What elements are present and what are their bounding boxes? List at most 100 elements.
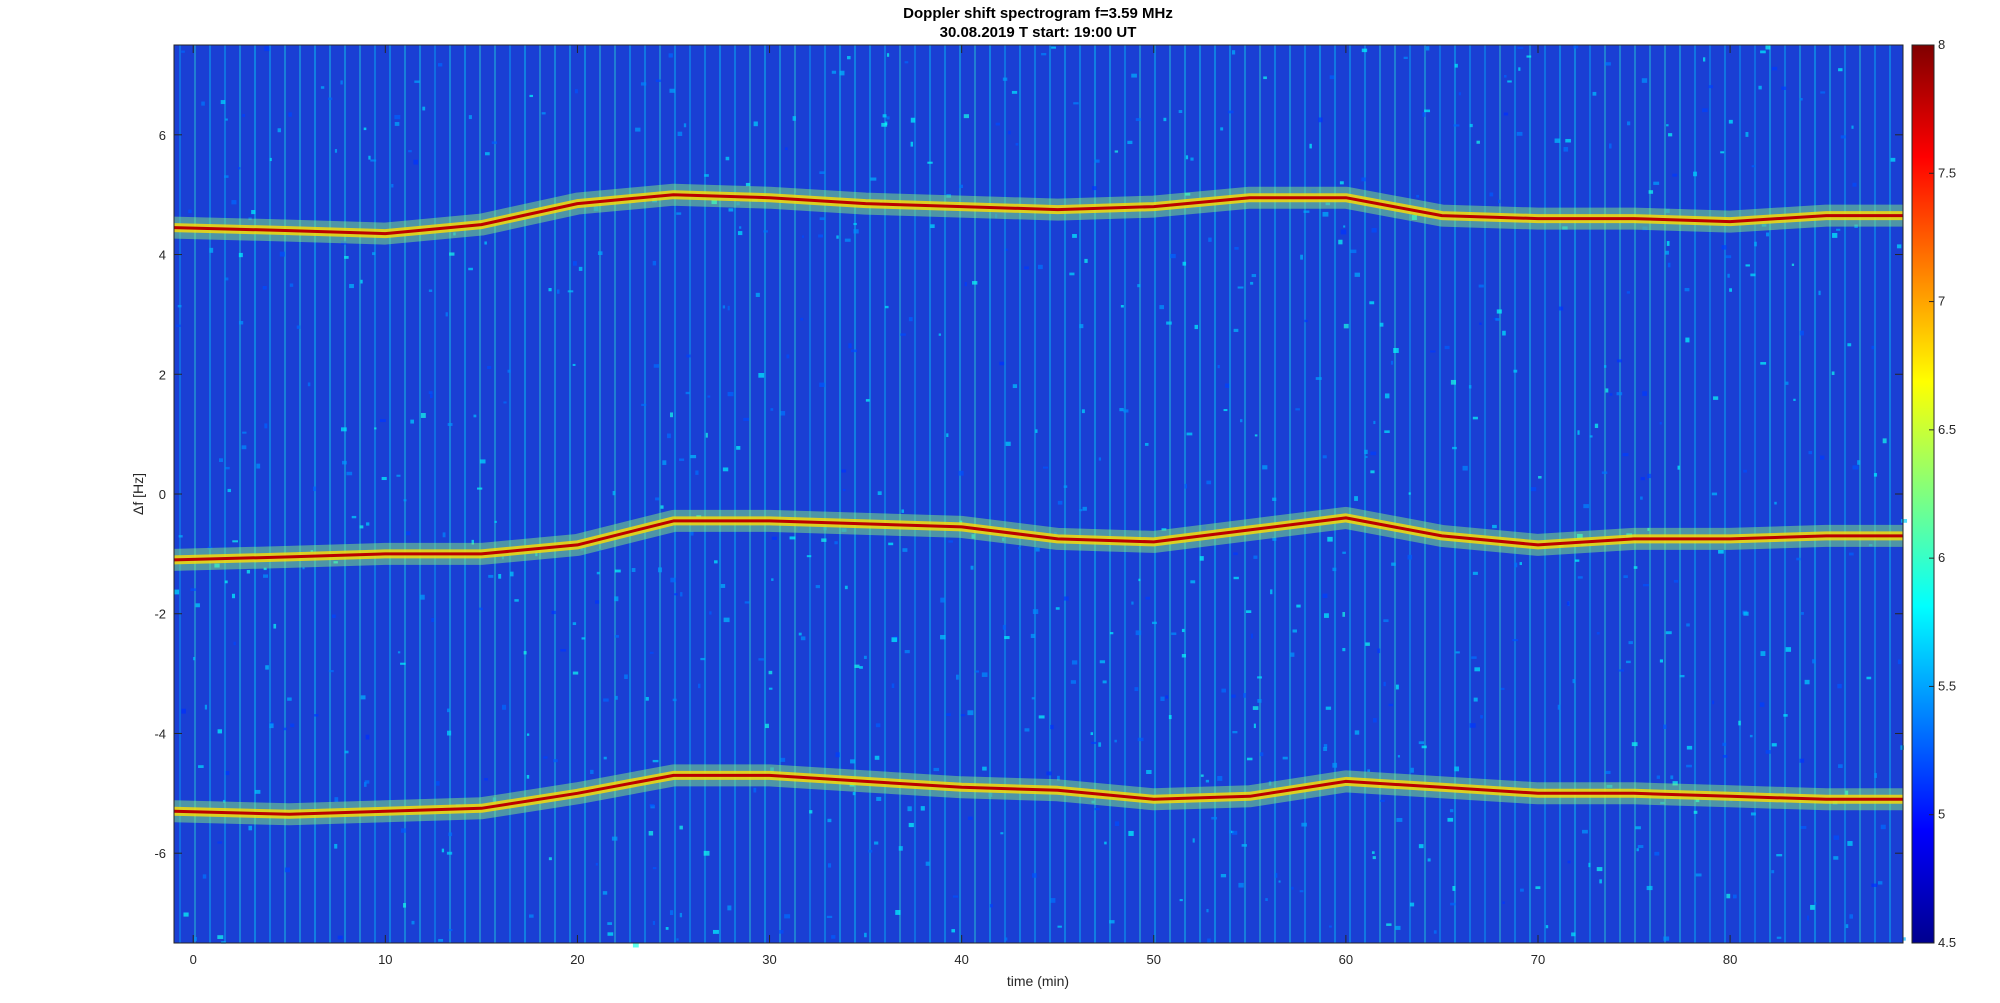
noise-speckle	[1179, 899, 1183, 902]
noise-speckle	[765, 723, 769, 729]
noise-speckle	[712, 929, 719, 934]
noise-speckle	[1109, 920, 1115, 924]
noise-speckle	[310, 550, 314, 553]
noise-speckle	[1896, 244, 1902, 249]
noise-speckle	[727, 391, 734, 397]
noise-speckle	[1818, 290, 1821, 296]
noise-speckle	[1502, 901, 1505, 904]
noise-speckle	[1114, 150, 1119, 153]
noise-speckle	[1206, 908, 1209, 913]
noise-speckle	[1447, 817, 1454, 822]
noise-speckle	[1603, 365, 1607, 368]
noise-speckle	[436, 781, 440, 786]
colorbar-tick-label: 5	[1938, 807, 1945, 822]
noise-speckle	[572, 363, 576, 366]
noise-speckle	[1832, 233, 1838, 238]
noise-speckle	[1091, 800, 1095, 804]
noise-speckle	[1473, 697, 1478, 702]
noise-speckle	[1492, 524, 1497, 529]
x-axis-label: time (min)	[1007, 973, 1069, 989]
noise-speckle	[437, 63, 443, 67]
noise-speckle	[1469, 723, 1476, 728]
noise-speckle	[1233, 576, 1239, 580]
noise-speckle	[648, 830, 654, 836]
noise-speckle	[1749, 734, 1753, 738]
noise-speckle	[1383, 619, 1389, 623]
noise-speckle	[590, 769, 594, 774]
noise-speckle	[487, 365, 492, 370]
noise-speckle	[674, 593, 678, 596]
noise-speckle	[1340, 229, 1347, 235]
noise-speckle	[649, 804, 655, 807]
noise-speckle	[219, 458, 224, 462]
noise-speckle	[736, 202, 740, 206]
noise-speckle	[1270, 589, 1273, 595]
noise-speckle	[1291, 886, 1294, 890]
noise-speckle	[1609, 393, 1613, 396]
noise-speckle	[1227, 110, 1234, 114]
noise-speckle	[420, 413, 426, 418]
noise-speckle	[1231, 830, 1238, 835]
noise-speckle	[841, 528, 847, 532]
noise-speckle	[1367, 769, 1371, 772]
noise-speckle	[1342, 612, 1346, 617]
noise-speckle	[1339, 181, 1344, 185]
noise-speckle	[1032, 609, 1039, 614]
noise-speckle	[1430, 350, 1436, 353]
noise-speckle	[1254, 434, 1258, 437]
noise-speckle	[1217, 776, 1223, 781]
noise-speckle	[963, 114, 969, 119]
noise-speckle	[758, 658, 764, 661]
noise-speckle	[1589, 435, 1593, 438]
noise-speckle	[363, 127, 367, 131]
noise-speckle	[1751, 165, 1755, 168]
noise-speckle	[428, 391, 433, 395]
noise-speckle	[1272, 537, 1277, 541]
noise-speckle	[900, 333, 906, 336]
noise-speckle	[685, 391, 690, 395]
noise-speckle	[363, 782, 367, 787]
noise-speckle	[850, 759, 856, 764]
noise-speckle	[1728, 119, 1733, 124]
noise-speckle	[1328, 925, 1332, 928]
noise-speckle	[346, 471, 353, 476]
noise-speckle	[1432, 218, 1435, 221]
noise-speckle	[1259, 752, 1264, 757]
noise-speckle	[333, 561, 338, 564]
noise-speckle	[884, 305, 889, 309]
noise-speckle	[302, 567, 305, 570]
noise-speckle	[1647, 527, 1650, 531]
noise-speckle	[1799, 758, 1805, 763]
noise-speckle	[514, 599, 519, 602]
noise-speckle	[1119, 407, 1124, 412]
x-tick-label: 0	[190, 952, 197, 967]
colorbar-tick-label: 4.5	[1938, 935, 1956, 950]
noise-speckle	[1554, 138, 1561, 143]
noise-speckle	[1144, 442, 1149, 446]
noise-speckle	[727, 905, 732, 911]
noise-speckle	[1205, 779, 1209, 783]
noise-speckle	[1220, 127, 1224, 131]
noise-speckle	[1421, 745, 1427, 749]
noise-speckle	[1605, 62, 1611, 66]
noise-speckle	[1327, 536, 1333, 542]
noise-speckle	[736, 446, 741, 450]
noise-speckle	[1776, 854, 1783, 857]
noise-speckle	[441, 848, 445, 853]
noise-speckle	[877, 491, 882, 495]
noise-speckle	[904, 61, 909, 64]
noise-speckle	[1159, 305, 1165, 310]
noise-speckle	[1854, 224, 1858, 228]
noise-speckle	[1596, 867, 1603, 872]
noise-speckle	[1567, 860, 1571, 864]
noise-speckle	[1663, 936, 1670, 941]
noise-speckle	[652, 920, 656, 925]
noise-speckle	[1659, 659, 1664, 663]
noise-speckle	[1151, 621, 1157, 625]
noise-speckle	[445, 312, 448, 317]
noise-speckle	[1831, 371, 1835, 375]
noise-speckle	[933, 767, 940, 772]
noise-speckle	[1251, 274, 1257, 278]
noise-speckle	[225, 277, 229, 281]
noise-speckle	[1393, 347, 1399, 353]
